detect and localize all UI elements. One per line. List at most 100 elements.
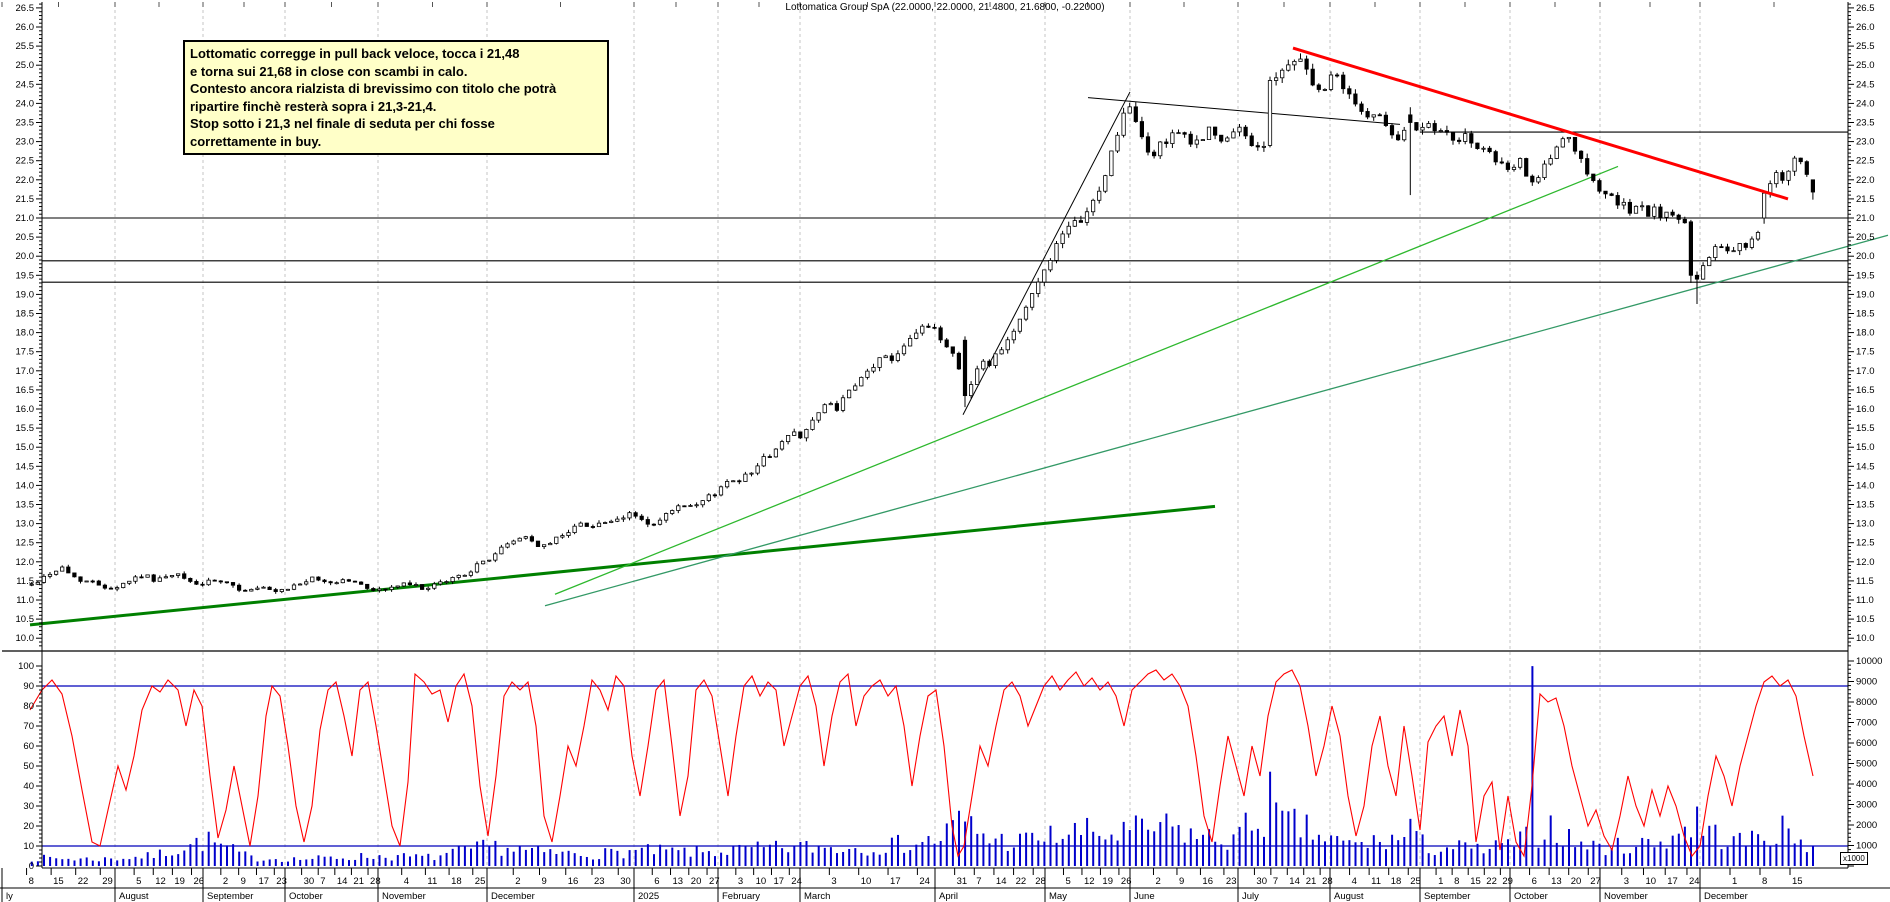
svg-text:8: 8 [29, 876, 34, 887]
svg-text:13.5: 13.5 [1856, 500, 1875, 511]
svg-text:8000: 8000 [1856, 697, 1877, 708]
svg-text:14.5: 14.5 [1856, 461, 1875, 472]
svg-text:17: 17 [890, 876, 901, 887]
svg-text:16: 16 [1202, 876, 1213, 887]
svg-text:13.0: 13.0 [16, 519, 35, 530]
svg-text:18: 18 [1391, 876, 1402, 887]
svg-text:November: November [1604, 891, 1648, 902]
svg-text:13: 13 [1551, 876, 1562, 887]
svg-text:24: 24 [919, 876, 930, 887]
svg-text:3: 3 [1624, 876, 1629, 887]
svg-text:25: 25 [1410, 876, 1421, 887]
svg-text:11.5: 11.5 [16, 576, 34, 587]
svg-text:6: 6 [1532, 876, 1537, 887]
svg-text:December: December [491, 891, 535, 902]
svg-text:9: 9 [542, 876, 547, 887]
svg-text:4: 4 [404, 876, 409, 887]
svg-text:16.0: 16.0 [16, 404, 35, 415]
svg-text:17.5: 17.5 [1856, 347, 1875, 358]
svg-text:11: 11 [427, 876, 437, 887]
svg-text:29: 29 [1502, 876, 1513, 887]
svg-text:25.5: 25.5 [16, 41, 35, 52]
svg-text:10: 10 [23, 841, 34, 852]
svg-text:4000: 4000 [1856, 779, 1877, 790]
svg-text:14: 14 [337, 876, 348, 887]
svg-text:August: August [1334, 891, 1364, 902]
svg-text:16.0: 16.0 [1856, 404, 1875, 415]
price-axis-left: 10.0 10.5 11.0 11.5 12.0 12.5 13.0 13.5 14.0 14.5… [16, 3, 42, 647]
svg-text:23: 23 [1226, 876, 1237, 887]
svg-text:6000: 6000 [1856, 738, 1877, 749]
svg-text:27: 27 [709, 876, 720, 887]
svg-text:14: 14 [996, 876, 1007, 887]
svg-text:June: June [1134, 891, 1155, 902]
svg-text:22.5: 22.5 [16, 156, 35, 167]
svg-text:September: September [1424, 891, 1470, 902]
svg-text:12.5: 12.5 [16, 538, 35, 549]
svg-text:17: 17 [1667, 876, 1678, 887]
oscillator-axis: 0 10 20 30 40 50 60 70 80 90 100 [18, 661, 42, 872]
svg-text:2: 2 [1155, 876, 1160, 887]
svg-text:April: April [939, 891, 958, 902]
svg-text:15: 15 [53, 876, 64, 887]
svg-text:22.0: 22.0 [16, 175, 35, 186]
svg-text:25: 25 [475, 876, 486, 887]
svg-text:September: September [207, 891, 253, 902]
svg-text:30: 30 [23, 801, 34, 812]
svg-text:10.0: 10.0 [1856, 633, 1875, 644]
svg-text:24.5: 24.5 [1856, 79, 1875, 90]
svg-text:15: 15 [1470, 876, 1481, 887]
svg-text:10.0: 10.0 [16, 633, 35, 644]
svg-text:7: 7 [976, 876, 981, 887]
svg-text:25.5: 25.5 [1856, 41, 1875, 52]
svg-text:1: 1 [1732, 876, 1737, 887]
chart-frame [2, 2, 1849, 869]
svg-text:5000: 5000 [1856, 759, 1877, 770]
candlestick-series [29, 53, 1815, 594]
svg-text:20.5: 20.5 [1856, 232, 1875, 243]
trendlines [29, 91, 1889, 627]
annotation-line: Stop sotto i 21,3 nel finale di seduta p… [190, 116, 495, 131]
svg-text:2025: 2025 [638, 891, 659, 902]
svg-text:9: 9 [241, 876, 246, 887]
svg-text:24: 24 [791, 876, 802, 887]
svg-text:60: 60 [23, 741, 34, 752]
svg-text:27: 27 [1590, 876, 1601, 887]
svg-text:21: 21 [353, 876, 364, 887]
svg-text:16.5: 16.5 [1856, 385, 1875, 396]
svg-text:21.0: 21.0 [16, 213, 35, 224]
svg-text:22: 22 [78, 876, 89, 887]
svg-text:70: 70 [23, 721, 34, 732]
svg-text:2: 2 [223, 876, 228, 887]
svg-text:15.0: 15.0 [16, 442, 35, 453]
svg-text:31: 31 [957, 876, 968, 887]
svg-text:13.5: 13.5 [16, 500, 35, 511]
svg-text:21: 21 [1306, 876, 1317, 887]
svg-text:11.0: 11.0 [16, 595, 34, 606]
svg-text:10: 10 [1645, 876, 1656, 887]
svg-text:10.5: 10.5 [16, 614, 35, 625]
annotation-box: Lottomatic corregge in pull back veloce,… [183, 40, 609, 155]
svg-text:0: 0 [29, 861, 34, 872]
svg-text:10000: 10000 [1856, 656, 1882, 667]
svg-text:8: 8 [1454, 876, 1459, 887]
svg-text:August: August [119, 891, 149, 902]
svg-text:24.5: 24.5 [16, 79, 35, 90]
svg-text:11.0: 11.0 [1856, 595, 1874, 606]
svg-text:19.5: 19.5 [16, 270, 35, 281]
oscillator-panel [42, 685, 1848, 847]
svg-text:20.0: 20.0 [16, 251, 35, 262]
svg-text:50: 50 [23, 761, 34, 772]
svg-text:23.5: 23.5 [16, 118, 35, 129]
svg-text:26.5: 26.5 [1856, 3, 1875, 14]
svg-text:28: 28 [1322, 876, 1333, 887]
svg-text:20: 20 [23, 821, 34, 832]
svg-text:22.5: 22.5 [1856, 156, 1875, 167]
svg-text:30: 30 [1256, 876, 1267, 887]
svg-text:18.5: 18.5 [16, 309, 35, 320]
svg-text:October: October [289, 891, 323, 902]
svg-text:16.5: 16.5 [16, 385, 35, 396]
svg-text:17.0: 17.0 [1856, 366, 1875, 377]
